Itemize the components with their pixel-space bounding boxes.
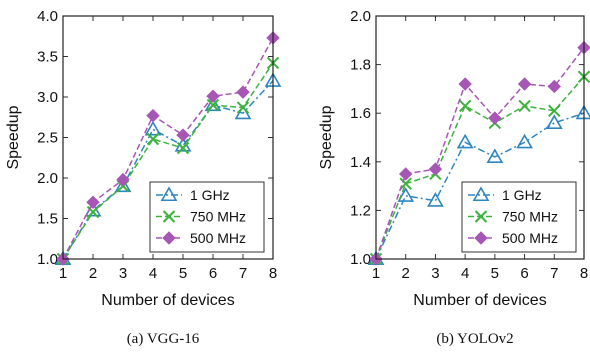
- x-tick-label: 5: [491, 265, 499, 282]
- legend: 1 GHz 750 MHz 500 MHz: [149, 181, 265, 253]
- x-tick-label: 3: [119, 265, 127, 282]
- x-tick-label: 1: [372, 265, 380, 282]
- data-point-s2-4: [458, 77, 472, 91]
- legend-label-1: 750 MHz: [502, 209, 558, 225]
- x-axis-label: Number of devices: [101, 292, 234, 309]
- y-tick-label: 3.5: [37, 49, 58, 66]
- legend-label-1: 750 MHz: [190, 209, 246, 225]
- data-point-s2-3: [428, 162, 443, 176]
- y-tick-label: 3.0: [37, 89, 58, 106]
- data-point-s2-2: [399, 167, 413, 181]
- data-point-s1-6: [518, 99, 531, 113]
- x-tick-label: 6: [520, 265, 528, 282]
- x-tick-label: 7: [239, 265, 247, 282]
- y-tick-label: 2.5: [37, 130, 58, 147]
- data-point-s2-2: [86, 195, 100, 210]
- y-tick-label: 1.4: [350, 154, 371, 171]
- x-tick-label: 5: [179, 265, 187, 282]
- y-tick-label: 1.8: [350, 57, 371, 74]
- data-point-s1-4: [458, 99, 472, 113]
- legend-label-2: 500 MHz: [502, 230, 558, 246]
- series-line-1: [62, 62, 274, 260]
- data-point-s2-5: [176, 128, 190, 142]
- x-tick-label: 3: [431, 265, 439, 282]
- data-point-s2-7: [236, 85, 250, 99]
- legend-marker-1-stroke-b: [474, 210, 488, 223]
- legend-marker-1-stroke-b: [162, 210, 176, 223]
- data-point-s1-6-stroke-b: [206, 98, 220, 112]
- data-point-s1-4: [146, 132, 160, 146]
- y-tick-label: 4.0: [37, 8, 58, 25]
- x-tick-label: 8: [580, 265, 588, 282]
- chart-caption: (b) YOLOv2: [436, 331, 513, 347]
- data-point-s0-2: [397, 187, 415, 202]
- x-tick-label: 4: [149, 265, 157, 282]
- data-point-s2-7: [547, 79, 561, 94]
- legend-marker-0: [160, 186, 178, 202]
- data-point-s1-2-stroke-b: [399, 177, 412, 190]
- data-point-s0-7: [545, 114, 563, 129]
- data-point-s1-5: [176, 141, 190, 155]
- x-tick-label: 8: [269, 265, 277, 282]
- data-point-s1-4-stroke-b: [146, 132, 160, 146]
- legend-marker-0: [472, 186, 490, 202]
- data-point-s2-3: [116, 172, 130, 187]
- plot-frame: [375, 15, 585, 260]
- data-point-s0-3: [427, 192, 444, 207]
- chart-yolov2: 1.0 1.2 1.4 1.6 1.8 2.0 1 2 3 4 5 6 7 8 Number of devi…: [318, 8, 590, 347]
- data-point-s1-7: [236, 101, 250, 114]
- y-tick-label: 2.0: [37, 170, 58, 187]
- data-point-s0-4: [456, 133, 474, 149]
- data-point-s2-5: [488, 111, 502, 125]
- x-tick-label: 2: [89, 265, 97, 282]
- y-tick-label: 1.6: [350, 105, 371, 122]
- data-point-s1-7-stroke-b: [548, 104, 561, 117]
- data-point-s0-6: [204, 96, 222, 112]
- data-point-s1-5-stroke-b: [176, 141, 190, 155]
- data-point-s1-6: [206, 98, 220, 112]
- y-tick-label: 1.2: [350, 202, 371, 219]
- data-point-s1-2-stroke-b: [86, 205, 100, 219]
- data-point-s2-6: [517, 77, 532, 91]
- data-point-s0-3: [114, 177, 132, 193]
- data-point-s1-7: [548, 104, 561, 117]
- x-tick-label: 2: [402, 265, 410, 282]
- x-axis-label: Number of devices: [413, 292, 546, 309]
- x-tick-label: 7: [550, 265, 558, 282]
- data-point-s0-6: [516, 133, 533, 149]
- chart-caption: (a) VGG-16: [127, 331, 200, 347]
- y-tick-label: 1.0: [350, 251, 371, 268]
- legend-label-0: 1 GHz: [190, 187, 230, 203]
- legend-marker-2: [474, 231, 488, 245]
- data-point-s2-6: [206, 89, 220, 103]
- x-tick-label: 4: [461, 265, 469, 282]
- y-axis-label: Speedup: [318, 105, 335, 169]
- y-axis-label: Speedup: [5, 105, 22, 169]
- legend: 1 GHz 750 MHz 500 MHz: [461, 181, 577, 253]
- data-point-s1-6-stroke-b: [518, 99, 531, 113]
- data-point-s1-4-stroke-b: [458, 99, 472, 113]
- data-point-s2-4: [146, 108, 160, 123]
- series-line-1: [375, 76, 585, 260]
- legend-marker-1: [474, 210, 488, 223]
- legend-marker-2: [162, 231, 176, 245]
- data-point-s1-7-stroke-b: [236, 101, 250, 114]
- legend-label-0: 1 GHz: [502, 187, 542, 203]
- x-tick-label: 6: [209, 265, 217, 282]
- y-tick-label: 1.5: [37, 211, 58, 228]
- data-point-s1-2: [399, 177, 412, 190]
- data-point-s0-5: [486, 148, 504, 163]
- chart-vgg16: 1.0 1.5 2.0 2.5 3.0 3.5 4.0 1 2 3 4 5 6 7 8 Number of d…: [5, 8, 282, 347]
- legend-marker-1: [162, 210, 176, 223]
- data-point-s0-4: [144, 120, 162, 136]
- y-tick-label: 2.0: [350, 8, 371, 25]
- legend-label-2: 500 MHz: [190, 230, 246, 246]
- plot-frame: [62, 15, 274, 260]
- y-tick-label: 1.0: [37, 251, 58, 268]
- x-tick-label: 1: [59, 265, 67, 282]
